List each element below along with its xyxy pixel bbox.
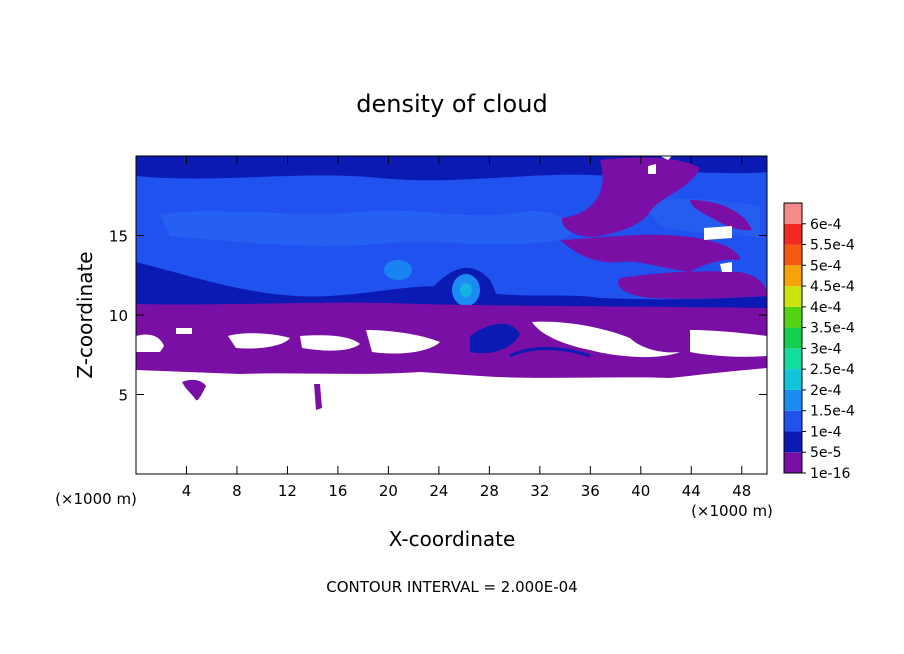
field-purple-intrusion (690, 200, 752, 231)
legend-label: 1e-4 (810, 424, 842, 440)
contour-interval-note: CONTOUR INTERVAL = 2.000E-04 (326, 578, 577, 596)
legend-label: 3.5e-4 (810, 321, 855, 337)
x-tick-label: 36 (581, 482, 600, 500)
x-axis-unit-left: (×1000 m) (55, 490, 137, 508)
x-tick-label: 8 (232, 482, 242, 500)
legend-label: 6e-4 (810, 217, 842, 233)
legend-swatch (784, 431, 802, 453)
legend-swatch (784, 327, 802, 349)
legend-swatch (784, 369, 802, 390)
x-axis-label: X-coordinate (389, 527, 516, 551)
chart-title: density of cloud (356, 90, 547, 118)
y-tick-label: 15 (109, 228, 128, 246)
field-masked-holes (136, 156, 767, 358)
x-axis-unit-right: (×1000 m) (691, 502, 773, 520)
x-tick-label: 24 (429, 482, 448, 500)
legend-swatch (784, 286, 802, 307)
x-tick-label: 48 (732, 482, 751, 500)
y-tick-label: 10 (109, 307, 128, 325)
legend-swatch (784, 348, 802, 370)
x-tick-label: 16 (328, 482, 347, 500)
legend-label: 4e-4 (810, 300, 842, 316)
legend-swatch (784, 223, 802, 245)
x-tick-label: 32 (530, 482, 549, 500)
field-purple-intrusion (561, 157, 700, 237)
legend-label: 1.5e-4 (810, 404, 855, 420)
field-purple-intrusion (560, 234, 740, 272)
legend-swatch (784, 244, 802, 266)
color-legend: 1e-16 5e-5 1e-4 1.5e-4 2e-4 2.5e-4 3e-4 3.5e-4 4… (783, 202, 855, 482)
legend-swatch (784, 203, 802, 224)
legend-swatch (784, 389, 802, 411)
legend-swatch (784, 452, 802, 473)
legend-label: 3e-4 (810, 341, 842, 357)
cloud-density-field (136, 156, 767, 410)
legend-label: 4.5e-4 (810, 279, 855, 295)
field-lower-deck (136, 302, 767, 378)
legend-label: 5e-5 (810, 445, 841, 461)
x-tick-label: 20 (379, 482, 398, 500)
legend-label: 2.5e-4 (810, 362, 855, 378)
legend-label: 5.5e-4 (810, 238, 855, 254)
field-deck-streak (509, 347, 591, 358)
legend-label: 2e-4 (810, 383, 842, 399)
x-tick-label: 12 (278, 482, 297, 500)
x-tick-label: 40 (631, 482, 650, 500)
field-light-patch (160, 210, 573, 246)
field-plume-core (460, 283, 472, 297)
field-speck (182, 379, 206, 401)
field-eddy (384, 260, 412, 280)
x-axis: 4 8 12 16 20 24 28 32 36 40 44 48 (182, 156, 751, 500)
legend-frame (783, 202, 803, 474)
legend-swatch (784, 265, 802, 287)
field-purple-intrusion (618, 271, 767, 299)
y-tick-label: 5 (118, 387, 128, 405)
legend-swatch (784, 410, 802, 432)
y-axis-label: Z-coordinate (73, 251, 97, 378)
x-tick-label: 44 (682, 482, 701, 500)
legend-label: 5e-4 (810, 258, 842, 274)
field-speck (314, 384, 322, 410)
legend-swatch (784, 306, 802, 328)
x-tick-label: 28 (480, 482, 499, 500)
field-deck-inclusion (470, 323, 520, 354)
x-tick-label: 4 (182, 482, 192, 500)
y-axis: 5 10 15 (109, 228, 767, 405)
legend-label: 1e-16 (810, 466, 850, 482)
